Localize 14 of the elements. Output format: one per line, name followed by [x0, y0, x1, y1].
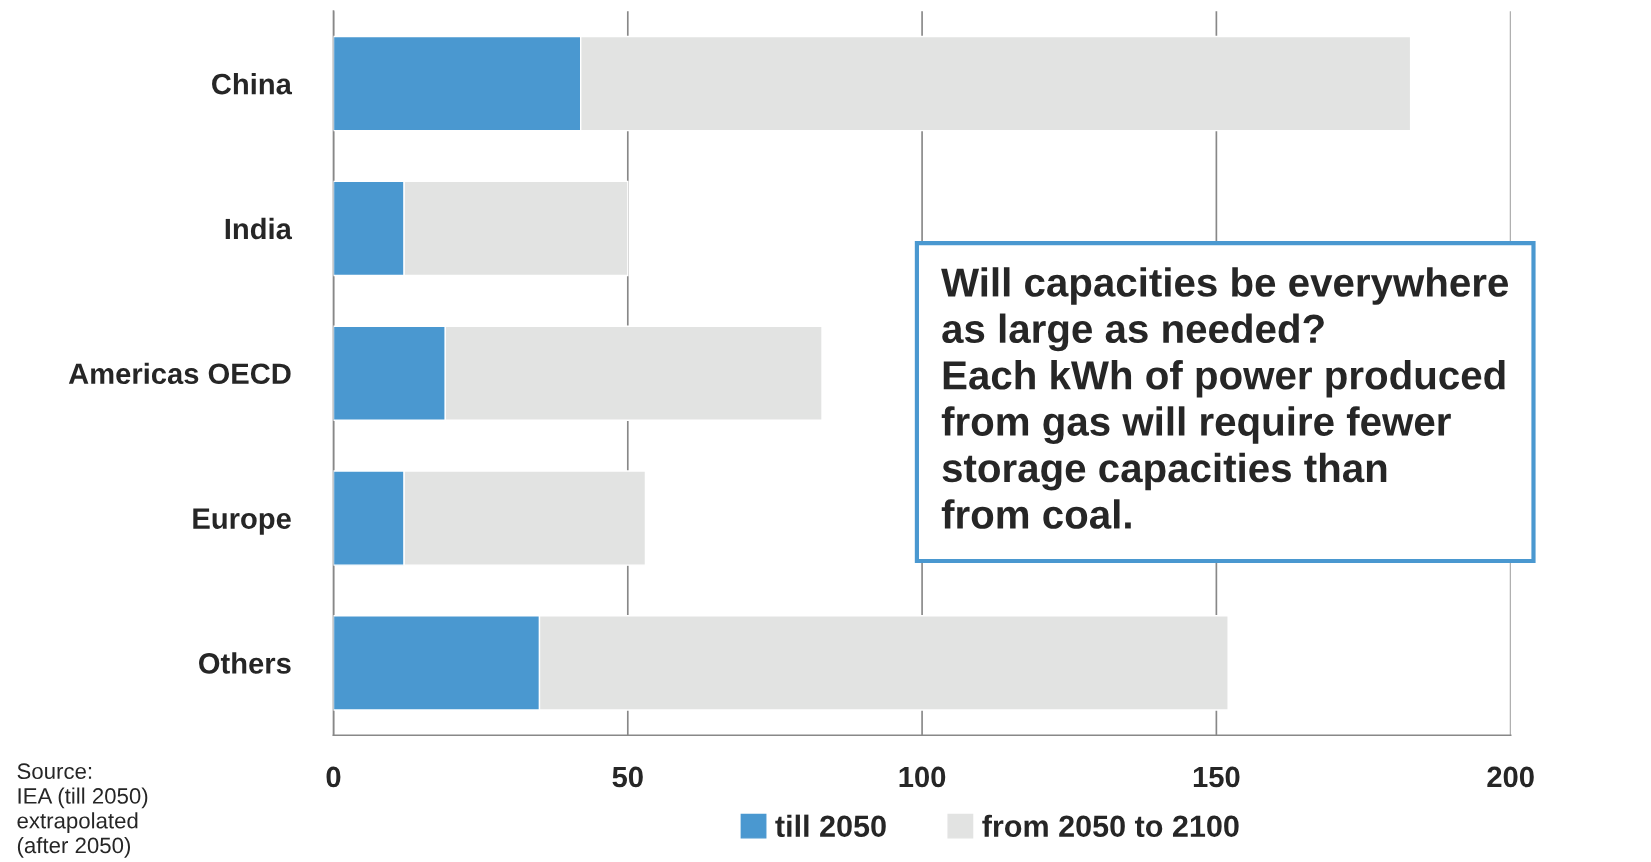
legend-label: till 2050 [775, 814, 886, 838]
legend-label: from 2050 to 2100 [982, 814, 1239, 838]
annotation: Will capacities be everywhere as large as needed? Each kWh of power produced from gas will require fewer storage capacities than from coal. [941, 267, 1508, 529]
y-tick-label: China [212, 73, 293, 95]
x-tick-label: 100 [899, 766, 946, 788]
y-tick-label: India [225, 217, 293, 240]
y-tick-label: Others [199, 652, 291, 674]
y-tick-label: Europe [193, 508, 291, 535]
x-tick-label: 150 [1193, 766, 1240, 788]
x-tick-label: 200 [1487, 766, 1534, 788]
source-note: Source: IEA (till 2050) extrapolated (after 2050) [17, 763, 148, 858]
x-tick-label: 50 [612, 766, 643, 788]
x-tick-label: 0 [326, 766, 341, 788]
y-tick-label: Americas OECD [68, 362, 291, 385]
